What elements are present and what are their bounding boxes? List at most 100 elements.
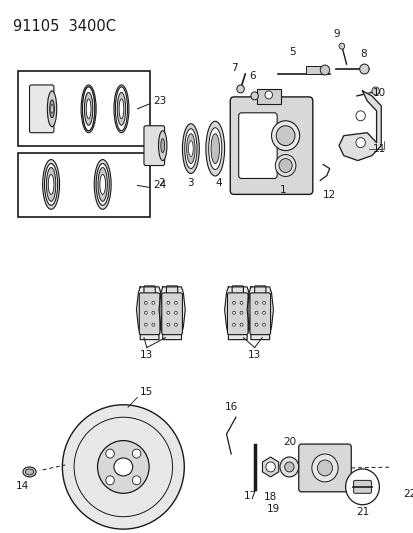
Ellipse shape bbox=[97, 441, 149, 494]
Bar bbox=[306, 66, 322, 74]
Bar bbox=[18, 71, 149, 146]
Text: 15: 15 bbox=[140, 387, 153, 397]
Ellipse shape bbox=[402, 461, 413, 473]
Circle shape bbox=[144, 311, 147, 314]
Ellipse shape bbox=[205, 122, 224, 176]
Ellipse shape bbox=[46, 167, 56, 201]
Circle shape bbox=[284, 462, 293, 472]
Ellipse shape bbox=[62, 405, 184, 529]
Ellipse shape bbox=[278, 158, 292, 173]
Ellipse shape bbox=[25, 469, 34, 475]
FancyBboxPatch shape bbox=[230, 97, 312, 195]
Circle shape bbox=[152, 311, 154, 314]
Circle shape bbox=[144, 323, 147, 326]
Text: 23: 23 bbox=[153, 96, 166, 106]
Ellipse shape bbox=[82, 87, 95, 131]
Text: 20: 20 bbox=[282, 437, 295, 447]
Text: 13: 13 bbox=[247, 350, 261, 360]
Text: 18: 18 bbox=[263, 492, 277, 502]
Ellipse shape bbox=[158, 131, 166, 160]
Circle shape bbox=[166, 323, 169, 326]
Circle shape bbox=[152, 301, 154, 304]
Circle shape bbox=[311, 454, 337, 482]
Polygon shape bbox=[338, 91, 380, 160]
Circle shape bbox=[174, 323, 177, 326]
Circle shape bbox=[371, 87, 378, 95]
Ellipse shape bbox=[211, 134, 219, 164]
Circle shape bbox=[166, 301, 169, 304]
Bar bbox=[257, 89, 280, 104]
Text: 12: 12 bbox=[322, 190, 335, 200]
Ellipse shape bbox=[85, 93, 92, 125]
Circle shape bbox=[265, 462, 275, 472]
Ellipse shape bbox=[186, 134, 195, 164]
Ellipse shape bbox=[117, 92, 126, 125]
Ellipse shape bbox=[84, 92, 93, 125]
FancyBboxPatch shape bbox=[232, 286, 243, 296]
Circle shape bbox=[338, 43, 344, 49]
Circle shape bbox=[345, 469, 378, 505]
Text: 19: 19 bbox=[266, 504, 279, 514]
Circle shape bbox=[359, 64, 368, 74]
Circle shape bbox=[254, 311, 257, 314]
Circle shape bbox=[174, 301, 177, 304]
Ellipse shape bbox=[115, 87, 127, 131]
Text: 6: 6 bbox=[249, 71, 256, 81]
Polygon shape bbox=[224, 287, 250, 340]
Text: 9: 9 bbox=[333, 29, 339, 39]
FancyBboxPatch shape bbox=[29, 85, 54, 133]
Ellipse shape bbox=[182, 124, 199, 173]
Ellipse shape bbox=[43, 159, 59, 209]
Ellipse shape bbox=[275, 155, 295, 176]
Ellipse shape bbox=[94, 159, 111, 209]
FancyBboxPatch shape bbox=[353, 480, 370, 494]
Circle shape bbox=[132, 476, 140, 485]
Circle shape bbox=[232, 311, 235, 314]
Circle shape bbox=[106, 476, 114, 485]
Ellipse shape bbox=[188, 141, 193, 157]
Text: 10: 10 bbox=[372, 88, 385, 98]
Circle shape bbox=[240, 311, 242, 314]
Polygon shape bbox=[159, 287, 185, 340]
FancyBboxPatch shape bbox=[238, 113, 276, 179]
Ellipse shape bbox=[114, 85, 128, 133]
Circle shape bbox=[254, 301, 257, 304]
FancyBboxPatch shape bbox=[249, 293, 270, 335]
Ellipse shape bbox=[271, 121, 299, 151]
FancyBboxPatch shape bbox=[254, 286, 265, 296]
Text: 7: 7 bbox=[230, 63, 237, 73]
Text: 3: 3 bbox=[187, 179, 194, 189]
Circle shape bbox=[174, 311, 177, 314]
Circle shape bbox=[317, 460, 332, 476]
Text: 13: 13 bbox=[140, 350, 153, 360]
Ellipse shape bbox=[119, 99, 123, 119]
Ellipse shape bbox=[114, 458, 133, 476]
Polygon shape bbox=[136, 287, 162, 340]
Circle shape bbox=[262, 323, 265, 326]
Text: 21: 21 bbox=[355, 507, 368, 516]
Ellipse shape bbox=[45, 164, 57, 205]
FancyBboxPatch shape bbox=[144, 126, 164, 166]
Ellipse shape bbox=[86, 99, 91, 119]
Ellipse shape bbox=[100, 174, 105, 195]
FancyBboxPatch shape bbox=[298, 444, 350, 492]
FancyBboxPatch shape bbox=[144, 286, 155, 296]
Circle shape bbox=[166, 311, 169, 314]
Circle shape bbox=[240, 323, 242, 326]
Circle shape bbox=[236, 85, 244, 93]
Text: 2: 2 bbox=[158, 179, 165, 189]
Ellipse shape bbox=[275, 126, 294, 146]
Ellipse shape bbox=[184, 129, 197, 168]
Text: 1: 1 bbox=[279, 185, 285, 196]
Bar bbox=[18, 152, 149, 217]
Circle shape bbox=[254, 323, 257, 326]
Circle shape bbox=[262, 311, 265, 314]
Circle shape bbox=[355, 138, 364, 148]
Text: 17: 17 bbox=[243, 491, 256, 501]
FancyBboxPatch shape bbox=[166, 286, 177, 296]
Text: 91105  3400C: 91105 3400C bbox=[13, 19, 115, 34]
Circle shape bbox=[279, 457, 298, 477]
Text: 11: 11 bbox=[372, 143, 385, 154]
Circle shape bbox=[320, 65, 329, 75]
Circle shape bbox=[152, 323, 154, 326]
